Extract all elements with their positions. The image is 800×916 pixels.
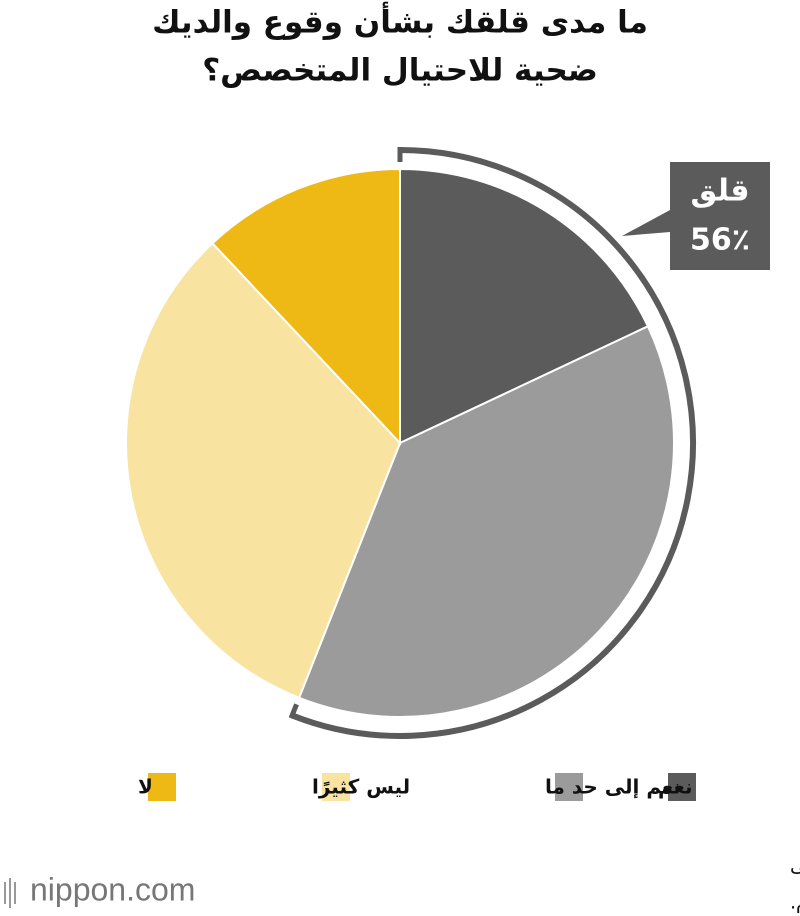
callout-label: قلق (691, 174, 750, 209)
chart-title: ما مدى قلقك بشأن وقوع والديك (152, 2, 648, 41)
legend-label: لا (138, 775, 153, 799)
legend-swatch (668, 773, 696, 801)
legend-label: نعم (658, 775, 692, 799)
legend-label: ليس كثيرًا (312, 775, 410, 799)
chart-title: ضحية للاحتيال المتخصص؟ (202, 53, 598, 89)
legend-swatch (322, 773, 350, 801)
footnote: بيانات من سيكوم. (790, 892, 800, 914)
legend-swatch (555, 773, 583, 801)
pie-slice (125, 241, 402, 700)
callout-value: 56٪ (690, 223, 750, 258)
legend-label: نعم إلى حد ما (545, 775, 681, 799)
bracket-end (288, 703, 299, 720)
bracket-arc (291, 147, 696, 739)
logo-icon (4, 878, 16, 908)
logo: nippon.com (30, 871, 195, 907)
callout-box (622, 162, 770, 270)
pie-slice (211, 167, 401, 446)
footnote: تم إعداد هذه البيانات بواسطة Nippon.com … (790, 855, 800, 878)
pie-slice (297, 325, 675, 718)
pie-slice (399, 167, 650, 445)
legend-swatch (148, 773, 176, 801)
